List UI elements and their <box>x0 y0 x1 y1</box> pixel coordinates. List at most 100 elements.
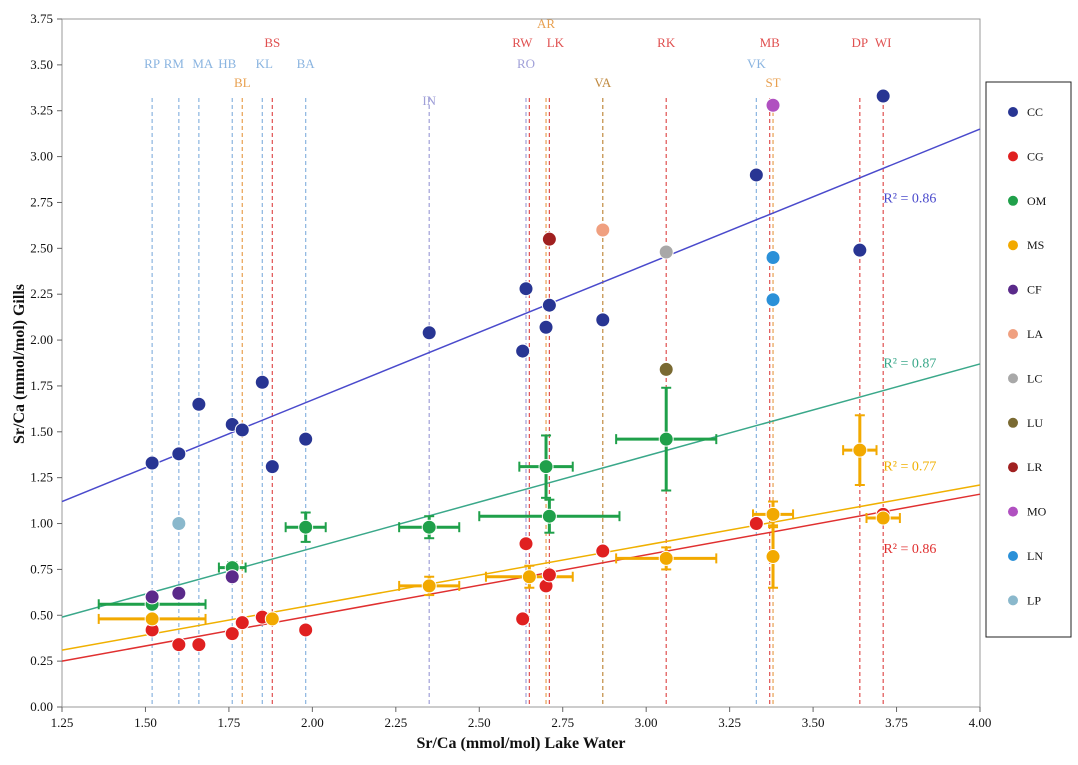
legend-label-cc: CC <box>1027 105 1043 119</box>
y-tick-label: 2.75 <box>30 194 53 209</box>
point-cc <box>171 446 187 462</box>
legend-marker-la <box>1008 329 1018 339</box>
x-tick-label: 1.25 <box>51 715 74 730</box>
legend-marker-cg <box>1008 151 1018 162</box>
site-label-dp: DP <box>852 35 869 50</box>
y-tick-label: 1.00 <box>30 516 53 531</box>
data-points <box>144 88 891 653</box>
site-label-ar: AR <box>537 16 555 31</box>
point-cc <box>875 88 891 104</box>
y-tick-label: 2.25 <box>30 286 53 301</box>
y-tick-label: 1.50 <box>30 424 53 439</box>
point-cg <box>518 536 534 552</box>
point-cg <box>541 567 557 583</box>
y-tick-label: 0.50 <box>30 607 53 622</box>
x-axis-label: Sr/Ca (mmol/mol) Lake Water <box>416 735 625 752</box>
legend-label-ms: MS <box>1027 238 1044 252</box>
point-cc <box>254 374 270 390</box>
legend-box <box>985 81 1072 638</box>
point-lc <box>658 244 674 260</box>
point-ms <box>875 510 891 526</box>
point-cf <box>224 569 240 585</box>
point-cc <box>298 431 314 447</box>
legend-label-ln: LN <box>1027 549 1043 563</box>
site-label-ba: BA <box>297 56 316 71</box>
site-label-in: IN <box>422 93 436 108</box>
x-tick-label: 4.00 <box>969 715 992 730</box>
trendline-om <box>61 363 981 618</box>
point-om <box>298 519 314 535</box>
point-ln <box>765 292 781 308</box>
point-cc <box>264 459 280 475</box>
y-tick-label: 3.25 <box>30 103 53 118</box>
point-ms <box>264 611 280 627</box>
legend-label-lc: LC <box>1027 371 1042 385</box>
x-tick-label: 3.75 <box>885 715 908 730</box>
y-tick-label: 0.00 <box>30 699 53 714</box>
site-label-bs: BS <box>264 35 280 50</box>
y-tick-label: 0.75 <box>30 561 53 576</box>
legend-marker-lc <box>1008 373 1018 384</box>
point-cg <box>595 543 611 559</box>
point-cf <box>144 589 160 605</box>
point-cc <box>541 297 557 313</box>
x-tick-label: 2.25 <box>384 715 407 730</box>
y-tick-label: 0.25 <box>30 653 53 668</box>
site-label-rk: RK <box>657 35 676 50</box>
point-cc <box>191 396 207 412</box>
point-cg <box>234 615 250 631</box>
point-cc <box>538 319 554 335</box>
point-lu <box>658 361 674 377</box>
point-ms <box>765 549 781 565</box>
point-cg <box>515 611 531 627</box>
point-cc <box>748 167 764 183</box>
site-label-lk: LK <box>547 35 565 50</box>
trendline-ms <box>61 484 981 651</box>
point-ln <box>765 250 781 266</box>
point-cc <box>234 422 250 438</box>
x-tick-label: 1.50 <box>134 715 157 730</box>
point-ms <box>658 550 674 566</box>
error-bars <box>97 386 901 624</box>
legend-label-lp: LP <box>1027 593 1041 607</box>
point-om <box>658 431 674 447</box>
trendline-cc <box>61 128 981 503</box>
trendlines: R² = 0.86 R² = 0.87 R² = 0.77 R² = 0.86 <box>61 128 981 662</box>
point-cf <box>171 585 187 601</box>
site-label-mb: MB <box>760 35 781 50</box>
legend-label-mo: MO <box>1027 505 1047 519</box>
point-ms <box>421 578 437 594</box>
point-lp <box>171 516 187 532</box>
point-lr <box>541 231 557 247</box>
point-cc <box>852 242 868 258</box>
legend-label-cg: CG <box>1027 149 1044 163</box>
legend-label-om: OM <box>1027 194 1047 208</box>
point-la <box>595 222 611 238</box>
y-tick-label: 3.75 <box>30 11 53 26</box>
y-axis-label: Sr/Ca (mmol/mol) Gills <box>11 284 28 444</box>
x-axis-ticks: 1.25 1.50 1.75 2.00 2.25 2.50 2.75 3.00 3.25 3.50… <box>51 707 992 730</box>
point-cg <box>224 626 240 642</box>
site-label-rp: RP <box>144 56 160 71</box>
y-tick-label: 3.50 <box>30 57 53 72</box>
site-label-va: VA <box>594 75 612 90</box>
y-tick-label: 2.50 <box>30 240 53 255</box>
point-ms <box>144 611 160 627</box>
legend-marker-cf <box>1008 284 1018 295</box>
legend-marker-ms <box>1008 240 1018 251</box>
site-label-bl: BL <box>234 75 251 90</box>
site-label-kl: KL <box>256 56 273 71</box>
legend: CC CG OM MS CF LA LC LU LR MO LN LP <box>985 81 1072 638</box>
point-cc <box>421 325 437 341</box>
y-tick-label: 2.00 <box>30 332 53 347</box>
point-cc <box>515 343 531 359</box>
point-mo <box>765 97 781 113</box>
site-label-hb: HB <box>218 56 236 71</box>
point-om <box>541 508 557 524</box>
legend-label-lu: LU <box>1027 416 1043 430</box>
point-cc <box>144 455 160 471</box>
legend-marker-lu <box>1008 417 1018 428</box>
x-tick-label: 3.00 <box>635 715 658 730</box>
point-cg <box>171 637 187 653</box>
